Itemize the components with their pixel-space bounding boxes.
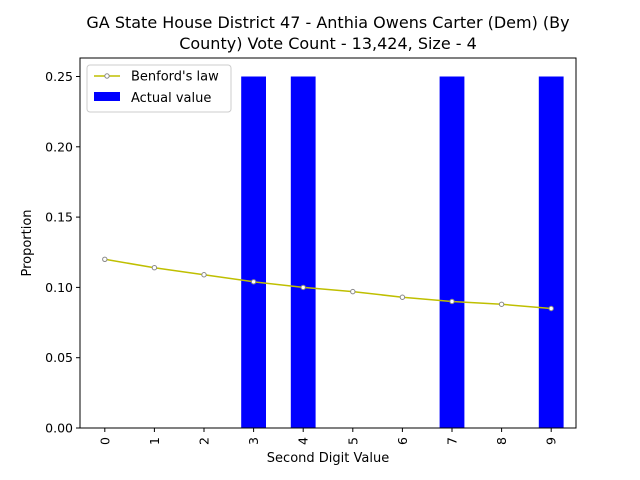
x-tick-label: 4	[296, 437, 311, 445]
y-axis-label: Proportion	[20, 209, 35, 276]
legend-label-actual: Actual value	[131, 91, 211, 106]
chart-title-line-1: GA State House District 47 - Anthia Owen…	[86, 13, 569, 32]
benford-point-7	[449, 298, 455, 305]
x-tick-label: 2	[197, 437, 212, 445]
legend-label-benford: Benford's law	[131, 70, 219, 85]
legend: Benford's law Actual value	[86, 64, 232, 113]
bar-digit-9	[538, 76, 564, 428]
benford-line	[104, 258, 552, 310]
x-axis-label: Second Digit Value	[267, 451, 389, 466]
x-tick-label: 3	[246, 437, 261, 445]
bar-digit-7	[439, 76, 465, 428]
x-tick-label: 7	[445, 437, 460, 445]
y-axis: 0.00 0.05 0.10 0.15 0.20 0.25	[45, 69, 80, 436]
benford-point-3	[250, 279, 257, 285]
y-tick-label: 0.05	[45, 350, 73, 365]
x-tick-label: 8	[494, 437, 509, 445]
x-axis: 0 1 2 3 4 5 6 7 8 9	[97, 428, 559, 445]
x-tick-label: 5	[345, 437, 360, 445]
legend-frame	[86, 64, 232, 113]
x-tick-label: 0	[97, 437, 112, 445]
legend-bar-swatch	[94, 92, 120, 101]
benford-point-5	[350, 288, 356, 295]
benford-point-4	[300, 284, 306, 291]
benford-point-2	[201, 272, 207, 278]
y-tick-label: 0.15	[45, 210, 73, 225]
benford-point-1	[151, 265, 158, 271]
legend-line-marker	[104, 73, 110, 79]
bar-group	[241, 76, 564, 428]
benford-point-9	[548, 305, 554, 312]
benford-point-8	[498, 301, 505, 307]
bar-digit-3	[241, 76, 266, 428]
x-tick-label: 9	[544, 437, 559, 445]
y-tick-label: 0.00	[45, 421, 73, 436]
benford-point-0	[102, 256, 108, 262]
plot-area-frame	[79, 57, 577, 429]
y-tick-label: 0.25	[45, 69, 73, 84]
benford-point-6	[399, 294, 406, 300]
x-tick-label: 1	[147, 437, 162, 445]
y-tick-label: 0.20	[45, 139, 73, 154]
y-tick-label: 0.10	[45, 280, 73, 295]
bar-digit-4	[290, 76, 316, 428]
benford-line-group	[102, 256, 554, 312]
chart-title-line-2: County) Vote Count - 13,424, Size - 4	[179, 34, 477, 53]
x-tick-label: 6	[395, 437, 410, 445]
